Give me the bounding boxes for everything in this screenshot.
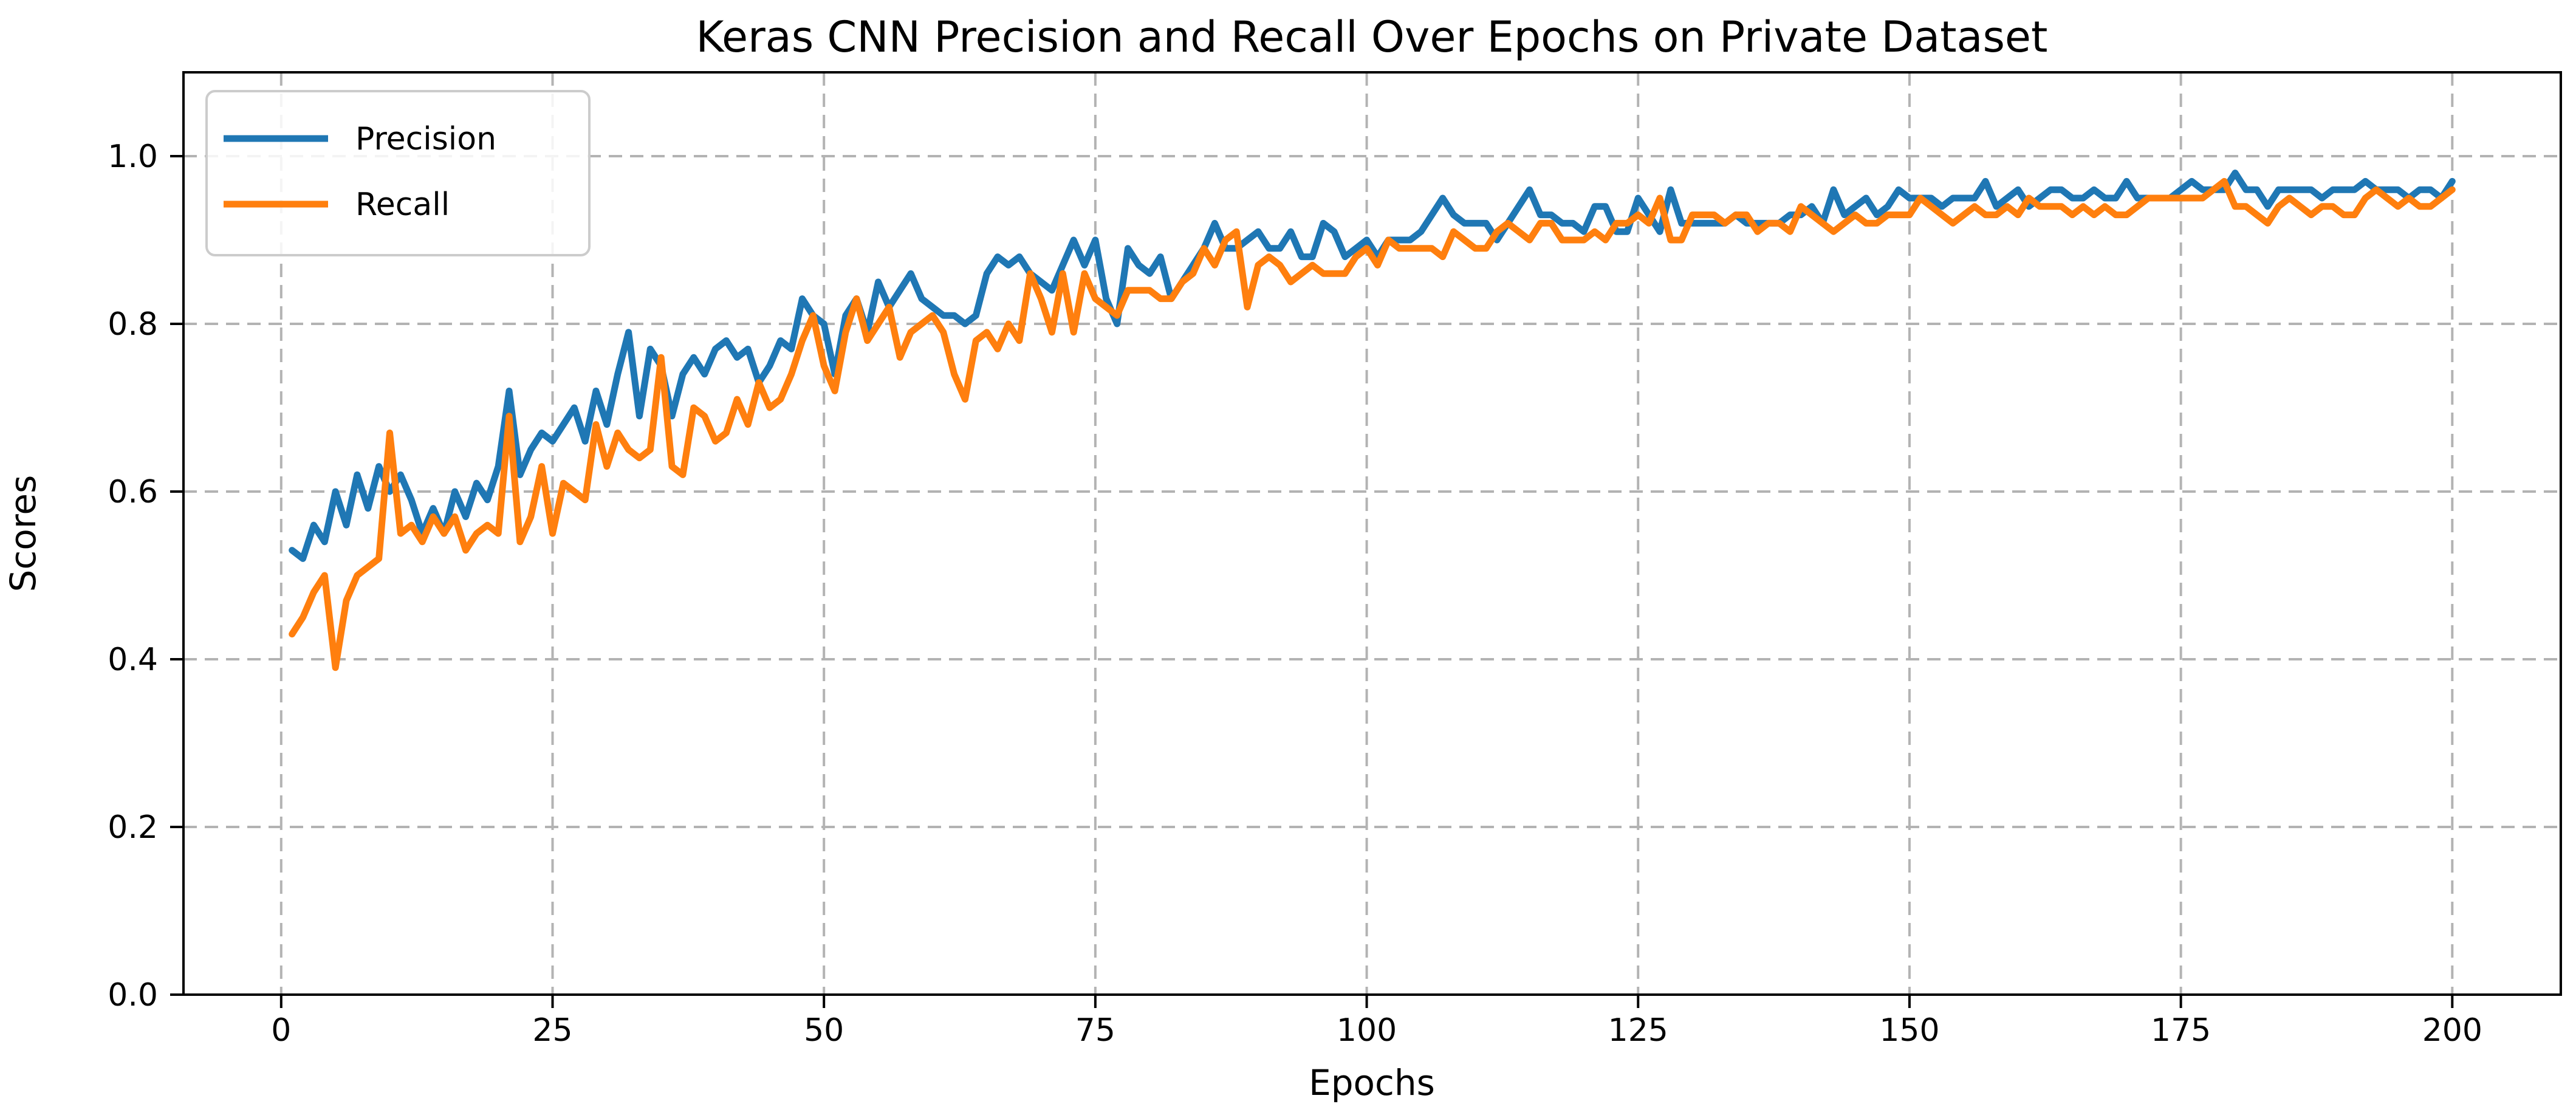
legend-label-precision: Precision — [355, 121, 496, 157]
y-tick-label: 0.0 — [108, 977, 158, 1013]
legend-label-recall: Recall — [355, 187, 450, 223]
x-axis-label: Epochs — [1309, 1062, 1435, 1103]
x-tick-label: 200 — [2422, 1012, 2482, 1049]
chart-title: Keras CNN Precision and Recall Over Epoc… — [696, 12, 2048, 62]
y-axis-label: Scores — [2, 475, 44, 592]
plot-border — [182, 71, 2562, 996]
y-tick-label: 0.8 — [108, 306, 158, 343]
y-tick-label: 0.4 — [108, 642, 158, 678]
x-tick-label: 100 — [1337, 1012, 1397, 1049]
x-tick-label: 25 — [532, 1012, 572, 1049]
x-tick-label: 125 — [1608, 1012, 1668, 1049]
legend-box — [205, 90, 591, 256]
x-tick-label: 0 — [271, 1012, 291, 1049]
legend: Precision Recall — [205, 90, 591, 256]
data-series — [289, 170, 2456, 671]
recall-line — [289, 177, 2456, 671]
x-tick-label: 150 — [1879, 1012, 1939, 1049]
y-tick-label: 0.6 — [108, 474, 158, 510]
x-tick-label: 50 — [804, 1012, 844, 1049]
axes: 0 25 50 75 100 125 150 175 200 0.0 0.2 0.4 0.6 0.8 1.0 — [108, 71, 2562, 1049]
x-tick-label: 175 — [2151, 1012, 2211, 1049]
precision-line — [289, 170, 2456, 562]
y-tick-label: 0.2 — [108, 809, 158, 846]
y-tick-label: 1.0 — [108, 139, 158, 175]
x-tick-label: 75 — [1075, 1012, 1115, 1049]
